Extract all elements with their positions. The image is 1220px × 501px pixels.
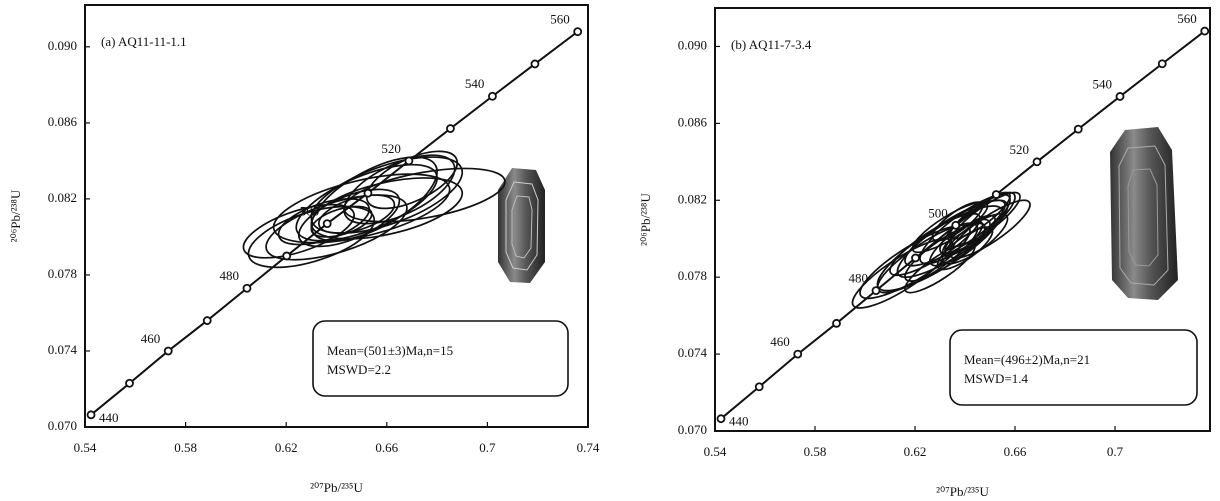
- y-axis-label: ²⁰⁶Pb/²³⁸U: [8, 189, 23, 242]
- age-label: 480: [219, 268, 239, 283]
- plot-frame: [714, 7, 1211, 432]
- concordia-point: [871, 286, 881, 296]
- concordia-point: [125, 378, 134, 388]
- y-axis-label: ²⁰⁶Pb/²³⁸U: [638, 193, 653, 246]
- concordia-point: [716, 414, 726, 424]
- error-ellipse: [851, 237, 954, 309]
- concordia-point: [793, 349, 803, 359]
- concordia-point: [1200, 26, 1210, 36]
- x-tick-label: 0.7: [1107, 444, 1124, 459]
- y-tick-label: 0.078: [678, 268, 707, 283]
- plot-area: [716, 26, 1210, 424]
- concordia-point: [951, 220, 961, 230]
- concordia-point: [573, 27, 583, 37]
- age-label: 460: [141, 331, 161, 346]
- x-axis-label: ²⁰⁷Pb/²³⁵U: [310, 480, 363, 495]
- concordia-point: [1115, 92, 1125, 101]
- error-ellipse: [949, 199, 1031, 259]
- concordia-point: [1157, 59, 1167, 69]
- y-tick-label: 0.070: [678, 422, 707, 437]
- plot-frame: [84, 4, 589, 428]
- age-label: 500: [928, 205, 948, 220]
- age-label: 500: [300, 204, 320, 219]
- age-label: 520: [1010, 142, 1030, 157]
- concordia-point: [86, 410, 96, 420]
- annotation-text: Mean=(496±2)Ma,n=21: [964, 352, 1090, 367]
- concordia-point: [754, 382, 764, 392]
- zircon-image-b: [1110, 127, 1178, 300]
- concordia-point: [488, 91, 497, 101]
- y-tick-label: 0.086: [48, 114, 78, 129]
- x-tick-label: 0.54: [704, 444, 727, 459]
- concordia-point: [530, 59, 540, 69]
- concordia-point: [832, 318, 841, 328]
- error-ellipse: [911, 201, 989, 254]
- annotation-text: MSWD=1.4: [964, 371, 1029, 386]
- y-tick-label: 0.090: [678, 37, 707, 52]
- panel-title: (b) AQ11-7-3.4: [731, 37, 812, 52]
- x-tick-label: 0.62: [904, 444, 927, 459]
- x-tick-label: 0.66: [375, 440, 398, 455]
- age-label: 480: [849, 271, 869, 286]
- error-ellipse: [310, 205, 373, 238]
- age-label: 560: [1177, 11, 1197, 26]
- error-ellipse: [242, 203, 355, 259]
- error-ellipse: [365, 150, 459, 210]
- x-tick-label: 0.54: [74, 440, 97, 455]
- x-tick-label: 0.58: [804, 444, 827, 459]
- x-tick-label: 0.66: [1004, 444, 1027, 459]
- age-label: 560: [550, 12, 570, 27]
- error-ellipse: [904, 241, 976, 294]
- concordia-point: [242, 283, 252, 293]
- y-tick-label: 0.086: [678, 114, 708, 129]
- concordia-point: [1032, 157, 1042, 167]
- age-label: 540: [1093, 76, 1113, 91]
- concordia-point: [363, 188, 373, 198]
- y-tick-label: 0.070: [48, 418, 77, 433]
- x-tick-label: 0.58: [174, 440, 197, 455]
- concordia-point: [202, 316, 212, 325]
- annotation-box: [949, 329, 1198, 406]
- age-label: 440: [99, 410, 119, 425]
- concordia-point: [911, 253, 920, 263]
- annotation-box: [312, 320, 569, 397]
- panel-title: (a) AQ11-11-1.1: [101, 34, 187, 49]
- age-label: 440: [729, 414, 749, 429]
- age-label: 520: [381, 141, 401, 156]
- concordia-point: [163, 346, 173, 356]
- concordia-point: [446, 124, 455, 133]
- error-ellipse: [277, 198, 371, 246]
- age-label: 460: [770, 334, 790, 349]
- error-ellipse: [904, 199, 1006, 267]
- concordia-point: [322, 219, 332, 229]
- plot-area: [86, 27, 583, 420]
- x-tick-label: 0.7: [479, 440, 496, 455]
- x-tick-label: 0.62: [275, 440, 298, 455]
- zircon-image-a: [498, 168, 545, 283]
- error-ellipse: [247, 205, 376, 269]
- error-ellipse: [295, 163, 438, 242]
- y-tick-label: 0.082: [678, 191, 707, 206]
- concordia-point: [991, 190, 1001, 199]
- y-tick-label: 0.082: [48, 190, 77, 205]
- y-tick-label: 0.074: [48, 342, 78, 357]
- error-ellipse: [931, 201, 984, 242]
- annotation-text: Mean=(501±3)Ma,n=15: [327, 343, 453, 358]
- age-label: 540: [465, 76, 485, 91]
- annotation-text: MSWD=2.2: [327, 362, 391, 377]
- x-axis-label: ²⁰⁷Pb/²³⁵U: [936, 484, 989, 499]
- y-tick-label: 0.074: [678, 345, 708, 360]
- concordia-point: [282, 251, 292, 261]
- y-tick-label: 0.078: [48, 266, 77, 281]
- y-tick-label: 0.090: [48, 38, 77, 53]
- concordia-point: [404, 156, 414, 166]
- error-ellipse: [297, 188, 401, 248]
- x-tick-label: 0.74: [577, 440, 600, 455]
- error-ellipse: [272, 173, 451, 244]
- error-ellipse: [343, 154, 456, 225]
- concordia-point: [1073, 124, 1083, 134]
